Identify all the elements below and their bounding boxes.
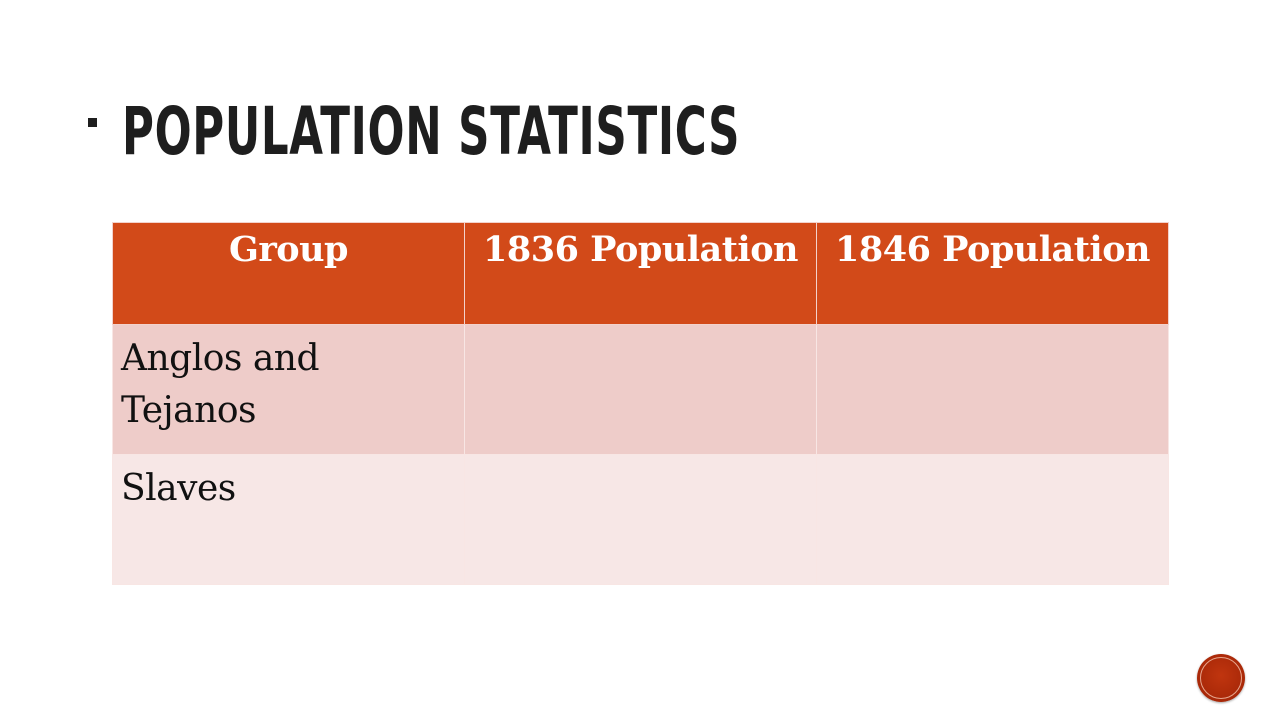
cell-group: Slaves	[112, 454, 465, 585]
cell-1836-population	[464, 454, 817, 585]
header-1836-population: 1836 Population	[464, 222, 817, 325]
table-header-row: Group 1836 Population 1846 Population	[112, 222, 1169, 325]
table-row: Slaves	[112, 454, 1169, 585]
population-table: Group 1836 Population 1846 Population An…	[112, 222, 1169, 585]
nav-button-ring	[1200, 657, 1242, 699]
slide-title: POPULATION STATISTICS	[122, 93, 741, 170]
cell-1836-population	[464, 324, 817, 455]
cell-1846-population	[816, 324, 1169, 455]
header-group: Group	[112, 222, 465, 325]
circle-nav-icon[interactable]	[1197, 654, 1245, 702]
table-row: Anglos and Tejanos	[112, 324, 1169, 455]
header-1846-population: 1846 Population	[816, 222, 1169, 325]
cell-1846-population	[816, 454, 1169, 585]
cell-group: Anglos and Tejanos	[112, 324, 465, 455]
title-bullet-icon	[88, 118, 97, 127]
